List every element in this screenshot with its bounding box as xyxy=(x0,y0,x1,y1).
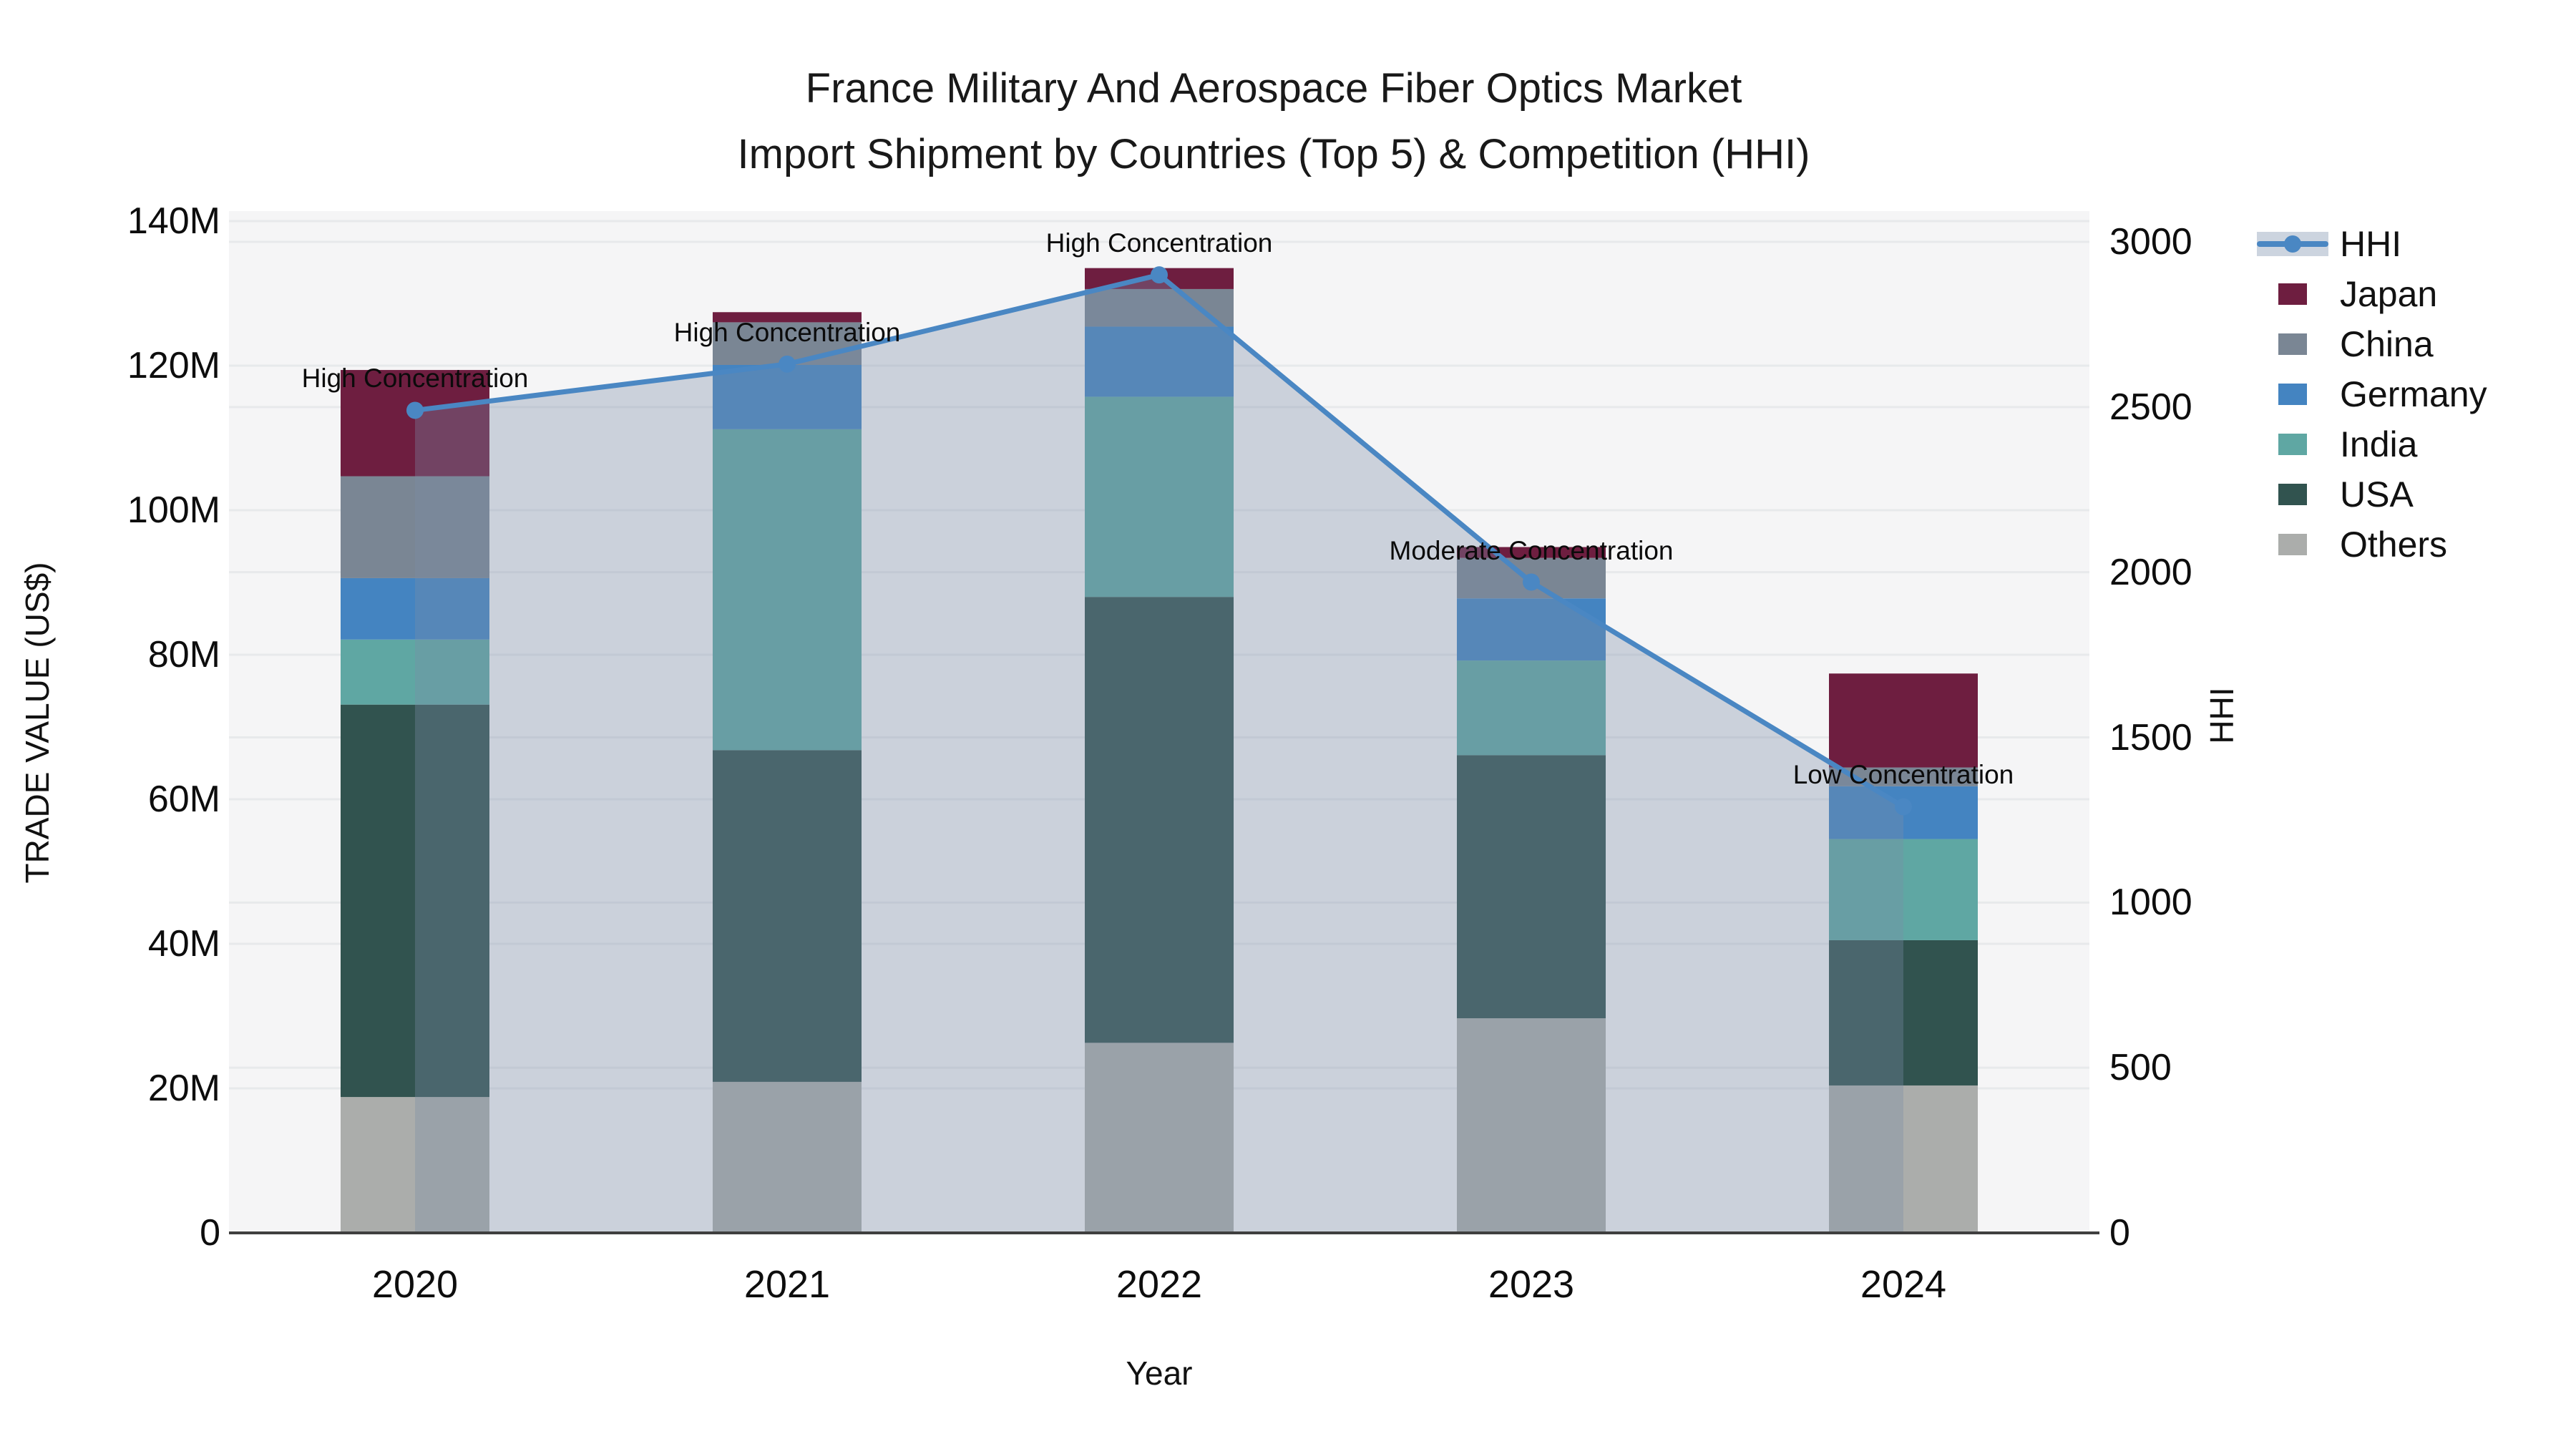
y-tick-80M: 80M xyxy=(147,634,220,675)
bar-segment-2024-usa xyxy=(1829,940,1978,1085)
chart-title-line1: France Military And Aerospace Fiber Opti… xyxy=(805,65,1742,112)
x-axis-title: Year xyxy=(1126,1355,1193,1392)
y-tick-0: 0 xyxy=(200,1212,220,1254)
legend-label-germany: Germany xyxy=(2340,374,2487,414)
legend-swatch-india xyxy=(2255,434,2330,455)
legend: HHI Japan China Germany India USA Others xyxy=(2255,219,2487,570)
legend-item-japan[interactable]: Japan xyxy=(2255,269,2487,319)
bar-segment-2020-china xyxy=(341,476,489,578)
y-tick-40M: 40M xyxy=(147,923,220,965)
legend-swatch-japan xyxy=(2255,283,2330,305)
bar-segment-2021-usa xyxy=(713,750,862,1082)
bar-segment-2023-india xyxy=(1457,660,1606,756)
legend-swatch-germany xyxy=(2255,384,2330,405)
legend-label-japan: Japan xyxy=(2340,274,2438,314)
y2-tick-2000: 2000 xyxy=(2109,551,2192,593)
x-tick-2020: 2020 xyxy=(371,1263,459,1306)
hhi-line-swatch-icon xyxy=(2257,232,2328,256)
legend-color-box-india xyxy=(2278,434,2307,455)
bar-segment-2022-germany xyxy=(1085,326,1234,397)
bar-segment-2021-india xyxy=(713,429,862,751)
legend-item-others[interactable]: Others xyxy=(2255,519,2487,570)
legend-label-india: India xyxy=(2340,424,2418,464)
y-tick-20M: 20M xyxy=(147,1068,220,1109)
legend-item-china[interactable]: China xyxy=(2255,319,2487,369)
legend-label-hhi: HHI xyxy=(2340,224,2402,264)
legend-color-box-china xyxy=(2278,333,2307,355)
legend-item-germany[interactable]: Germany xyxy=(2255,369,2487,419)
bar-segment-2023-usa xyxy=(1457,755,1606,1019)
y-tick-140M: 140M xyxy=(127,200,220,242)
legend-color-box-germany xyxy=(2278,384,2307,405)
bar-segment-2024-japan xyxy=(1829,673,1978,768)
y2-tick-3000: 3000 xyxy=(2109,221,2192,263)
x-tick-2023: 2023 xyxy=(1488,1263,1575,1306)
bar-segment-2020-india xyxy=(341,639,489,705)
x-tick-2021: 2021 xyxy=(743,1263,831,1306)
x-tick-2024: 2024 xyxy=(1860,1263,1947,1306)
legend-color-box-others xyxy=(2278,534,2307,555)
legend-item-hhi[interactable]: HHI xyxy=(2255,219,2487,269)
bar-segment-2021-japan xyxy=(713,312,862,323)
bar-segment-2022-others xyxy=(1085,1043,1234,1233)
hhi-marker-2021 xyxy=(779,355,796,373)
legend-swatch-hhi-line-icon xyxy=(2255,232,2330,256)
annotation-2020: High Concentration xyxy=(301,364,529,394)
hhi-marker-2024 xyxy=(1895,798,1912,816)
legend-item-usa[interactable]: USA xyxy=(2255,469,2487,519)
legend-color-box-usa xyxy=(2278,484,2307,505)
y-tick-120M: 120M xyxy=(127,345,220,386)
annotation-2024: Low Concentration xyxy=(1792,760,2014,790)
legend-swatch-others xyxy=(2255,534,2330,555)
bar-segment-2022-china xyxy=(1085,288,1234,327)
annotation-2023: Moderate Concentration xyxy=(1389,535,1674,565)
hhi-area-fill xyxy=(415,275,1903,1234)
hhi-marker-2020 xyxy=(406,401,424,419)
bar-segment-2023-germany xyxy=(1457,598,1606,661)
x-tick-2022: 2022 xyxy=(1116,1263,1203,1306)
y2-tick-2500: 2500 xyxy=(2109,386,2192,428)
bar-segment-2021-germany xyxy=(713,364,862,429)
y2-axis-title: HHI xyxy=(2203,687,2240,744)
legend-label-china: China xyxy=(2340,324,2434,364)
annotation-2022: High Concentration xyxy=(1045,228,1273,258)
bar-segment-2020-usa xyxy=(341,704,489,1098)
bar-segment-2020-germany xyxy=(341,577,489,640)
hhi-marker-glyph xyxy=(2284,235,2301,253)
legend-swatch-china xyxy=(2255,333,2330,355)
y2-tick-500: 500 xyxy=(2109,1047,2172,1089)
hhi-marker-2023 xyxy=(1523,573,1540,591)
bar-segment-2020-japan xyxy=(341,370,489,477)
legend-label-usa: USA xyxy=(2340,474,2414,514)
hhi-marker-2022 xyxy=(1151,266,1168,284)
chart-title: France Military And Aerospace Fiber Opti… xyxy=(0,56,2547,187)
annotation-2021: High Concentration xyxy=(673,317,901,347)
legend-item-india[interactable]: India xyxy=(2255,419,2487,469)
bar-segment-2022-usa xyxy=(1085,597,1234,1043)
bar-segment-2024-others xyxy=(1829,1085,1978,1233)
bar-segment-2021-others xyxy=(713,1081,862,1233)
y2-tick-1500: 1500 xyxy=(2109,716,2192,758)
legend-color-box-japan xyxy=(2278,283,2307,305)
legend-label-others: Others xyxy=(2340,525,2448,565)
bar-segment-2022-india xyxy=(1085,396,1234,597)
chart-title-line2: Import Shipment by Countries (Top 5) & C… xyxy=(737,131,1810,177)
y-tick-100M: 100M xyxy=(127,489,220,531)
legend-swatch-usa xyxy=(2255,484,2330,505)
y-tick-60M: 60M xyxy=(147,779,220,820)
y-axis-title: TRADE VALUE (US$) xyxy=(19,562,56,884)
bar-segment-2023-others xyxy=(1457,1018,1606,1233)
y2-tick-0: 0 xyxy=(2109,1212,2130,1254)
y2-tick-1000: 1000 xyxy=(2109,882,2192,924)
bar-segment-2020-others xyxy=(341,1097,489,1233)
bar-segment-2024-india xyxy=(1829,839,1978,940)
